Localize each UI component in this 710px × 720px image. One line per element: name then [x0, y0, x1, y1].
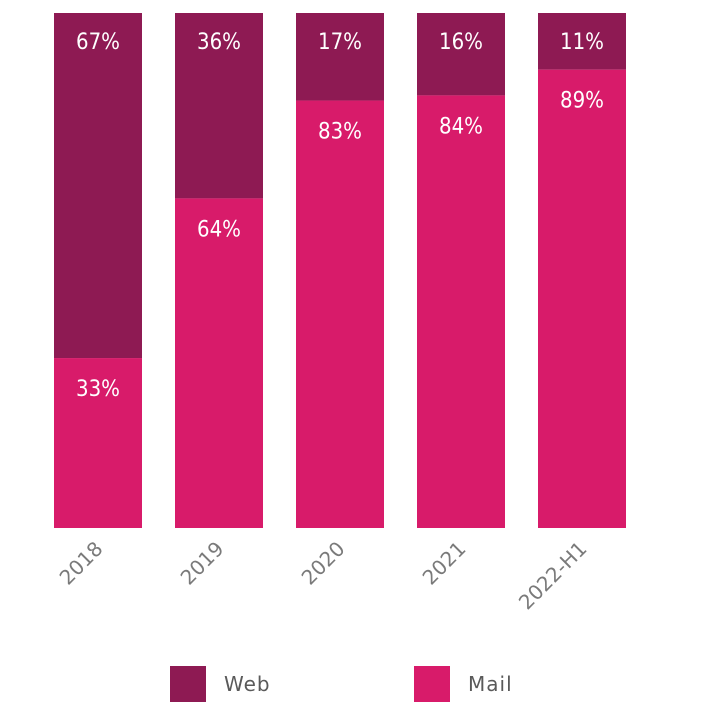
- data-label-web-2022-h1: 11%: [560, 30, 604, 55]
- legend-item-mail: Mail: [414, 664, 513, 704]
- data-label-mail-2021: 84%: [439, 114, 483, 139]
- data-label-mail-2022-h1: 89%: [560, 89, 604, 114]
- legend-swatch-web: [170, 666, 206, 702]
- bar-segment-web-2019: [175, 13, 263, 199]
- bars-group: [54, 13, 626, 529]
- legend-swatch-mail: [414, 666, 450, 702]
- data-label-web-2021: 16%: [439, 30, 483, 55]
- legend-item-web: Web: [170, 664, 271, 704]
- legend-label-mail: Mail: [468, 672, 513, 696]
- stacked-bar-chart: 67%33%36%64%17%83%16%84%11%89% 2018 2019 2…: [54, 13, 626, 615]
- data-label-web-2019: 36%: [197, 30, 241, 55]
- bar-segment-mail-2020: [296, 100, 384, 529]
- bar-segment-web-2021: [417, 13, 505, 96]
- x-tick-labels-group: 2018 2019 2020 2021 2022-H1: [55, 537, 592, 615]
- data-label-mail-2020: 83%: [318, 120, 362, 145]
- x-tick-label-2018: 2018: [55, 537, 108, 590]
- bar-segment-mail-2021: [417, 95, 505, 529]
- bar-segment-web-2018: [54, 13, 142, 359]
- bar-segment-web-2020: [296, 13, 384, 101]
- x-tick-label-2022-h1: 2022-H1: [514, 537, 592, 615]
- bar-segment-web-2022-h1: [538, 13, 626, 70]
- data-label-web-2018: 67%: [76, 30, 120, 55]
- bar-segment-mail-2019: [175, 198, 263, 528]
- bar-segment-mail-2018: [54, 358, 142, 528]
- bar-segment-mail-2022-h1: [538, 69, 626, 529]
- data-label-web-2020: 17%: [318, 30, 362, 55]
- data-labels-group: 67% 33% 36% 64% 17% 83% 16% 84% 11% 89%: [76, 30, 604, 402]
- x-tick-label-2020: 2020: [297, 537, 350, 590]
- legend: Web Mail: [0, 664, 710, 708]
- data-label-mail-2018: 33%: [76, 377, 120, 402]
- x-tick-label-2019: 2019: [176, 537, 229, 590]
- x-tick-label-2021: 2021: [418, 537, 471, 590]
- data-label-mail-2019: 64%: [197, 217, 241, 242]
- legend-label-web: Web: [224, 672, 271, 696]
